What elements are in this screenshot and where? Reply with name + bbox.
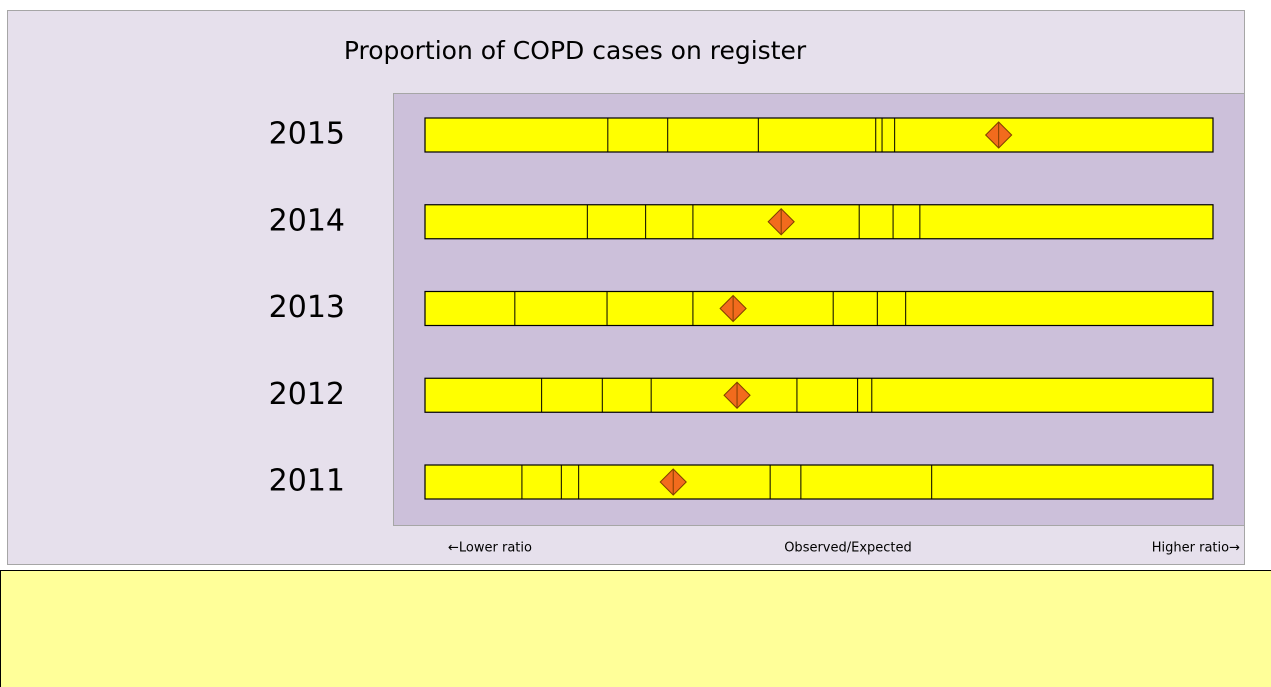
- year-label: 2013: [269, 290, 345, 325]
- year-label: 2012: [269, 377, 345, 412]
- year-label: 2014: [269, 203, 345, 238]
- axis-note: ←Lower ratio: [448, 541, 532, 556]
- year-label: 2015: [269, 117, 345, 152]
- band: [424, 204, 1214, 240]
- band: [424, 464, 1214, 500]
- band: [424, 290, 1214, 327]
- band: [424, 117, 1214, 153]
- axis-note: Observed/Expected: [784, 541, 912, 556]
- chart-title: Proportion of COPD cases on register: [344, 36, 807, 65]
- band: [424, 377, 1214, 413]
- year-label: 2011: [269, 464, 345, 499]
- note-box: [0, 570, 1271, 687]
- axis-note: Higher ratio→: [1152, 541, 1240, 556]
